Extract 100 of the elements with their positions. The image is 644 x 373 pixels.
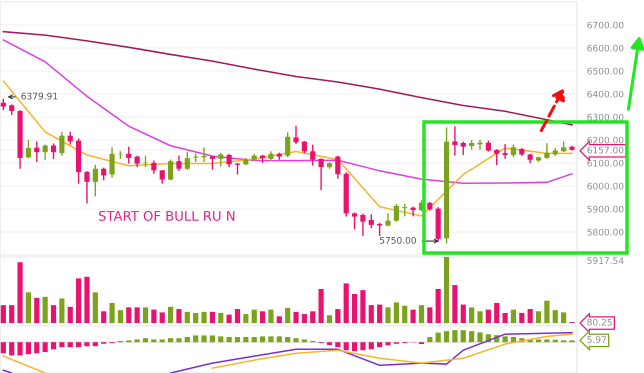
- bar: [243, 336, 248, 342]
- bar: [252, 336, 257, 342]
- candlestick: [92, 164, 98, 198]
- candlestick: [134, 154, 140, 168]
- candlestick: [201, 146, 207, 163]
- bar: [59, 342, 64, 348]
- candlestick: [310, 144, 316, 166]
- candlestick: [210, 155, 215, 170]
- candlestick: [285, 132, 290, 158]
- bar: [285, 336, 290, 342]
- bar: [160, 339, 165, 342]
- bar: [234, 336, 240, 342]
- candlestick: [486, 140, 491, 152]
- y-tick-label: 6157.00: [587, 146, 624, 154]
- bar: [50, 342, 56, 350]
- candlestick: [168, 158, 174, 181]
- candlestick: [368, 214, 374, 230]
- bar: [326, 342, 332, 345]
- bar: [477, 332, 483, 342]
- bar: [502, 336, 508, 342]
- candlestick: [0, 98, 6, 111]
- bar: [218, 336, 224, 342]
- bar: [168, 338, 174, 342]
- bar: [436, 332, 441, 342]
- candlestick: [402, 203, 408, 218]
- candlestick: [360, 212, 366, 237]
- y-tick-label: 6200.00: [587, 136, 624, 144]
- bar: [276, 336, 282, 342]
- candlestick: [377, 222, 382, 237]
- candlestick: [460, 140, 466, 156]
- y-tick-label: 6000.00: [587, 182, 624, 190]
- bar: [352, 342, 358, 352]
- bar: [9, 342, 14, 356]
- candlestick: [26, 139, 32, 160]
- bar: [92, 342, 98, 346]
- candlestick: [502, 143, 508, 160]
- candlestick: [118, 150, 124, 160]
- bar: [17, 342, 23, 356]
- candlestick: [561, 140, 566, 153]
- candlestick: [335, 154, 340, 180]
- candlestick: [452, 126, 458, 156]
- bar: [193, 335, 198, 342]
- candlestick: [410, 206, 416, 218]
- bar: [68, 342, 73, 348]
- bar: [469, 331, 474, 342]
- bar: [26, 342, 32, 354]
- candlestick: [510, 144, 516, 158]
- annotation: 5750.00: [380, 236, 416, 244]
- bar: [360, 342, 366, 350]
- candlestick: [126, 146, 132, 164]
- bar: [444, 331, 450, 342]
- y-tick-label: 6400.00: [587, 90, 624, 98]
- candlestick: [193, 153, 198, 163]
- candlestick: [176, 154, 182, 172]
- y-tick-label: 6700.00: [587, 22, 624, 29]
- bar: [76, 342, 82, 348]
- candlestick: [68, 131, 73, 146]
- bar: [377, 342, 382, 348]
- line-series: [2, 30, 573, 126]
- y-tick-label: 6300.00: [587, 114, 624, 121]
- candlestick: [34, 140, 40, 163]
- candlestick: [226, 153, 232, 168]
- y-tick-label: 5900.00: [587, 206, 624, 213]
- bar: [142, 338, 148, 342]
- candlestick: [218, 152, 224, 168]
- candlestick: [385, 212, 391, 227]
- y-tick-label: 5917.54: [587, 257, 624, 264]
- bar: [552, 340, 558, 342]
- y-tick-label: 6600.00: [587, 44, 624, 52]
- bar: [226, 336, 232, 342]
- bar: [84, 342, 90, 346]
- bar: [460, 330, 466, 342]
- candlestick: [352, 212, 358, 230]
- candlestick: [394, 203, 399, 222]
- candlestick: [302, 140, 307, 154]
- annotation: 6379.91: [21, 92, 58, 100]
- candlestick: [9, 104, 14, 116]
- bar: [427, 336, 432, 342]
- bar: [344, 342, 349, 350]
- bar: [0, 342, 6, 354]
- bar: [452, 330, 458, 342]
- candlestick: [160, 169, 165, 184]
- candlestick: [544, 142, 550, 160]
- candlestick: [84, 170, 90, 204]
- candlestick: [59, 131, 64, 156]
- bar: [34, 342, 40, 354]
- candlestick: [50, 142, 56, 160]
- line-series: [2, 39, 573, 184]
- y-tick-label: 6100.00: [587, 160, 624, 167]
- y-tick-label: 6500.00: [587, 68, 624, 75]
- y-tick-label: 5800.00: [587, 228, 624, 236]
- bar: [293, 338, 299, 342]
- candlestick: [109, 146, 115, 178]
- bar: [201, 335, 207, 342]
- bar: [268, 336, 274, 342]
- candlestick: [494, 148, 500, 166]
- candlestick: [318, 158, 324, 191]
- candlestick: [184, 151, 190, 171]
- candlestick: [234, 162, 240, 176]
- bar: [385, 342, 391, 346]
